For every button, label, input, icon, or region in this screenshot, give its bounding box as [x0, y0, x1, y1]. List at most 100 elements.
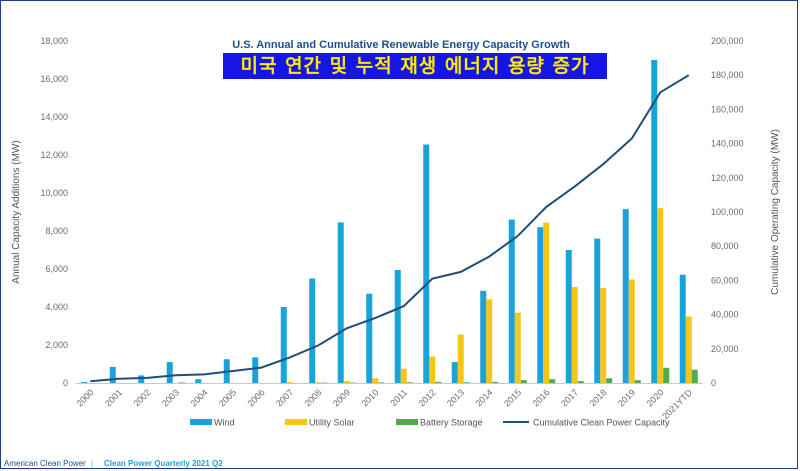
x-tick-label: 2001 — [103, 387, 124, 408]
footer-organization: American Clean Power — [4, 459, 86, 468]
legend-cumulative-clean-power-capacity-label: Cumulative Clean Power Capacity — [533, 418, 670, 428]
y-tick-label-right: 180,000 — [711, 70, 744, 80]
bar-battery-storage — [520, 380, 527, 383]
x-tick-label: 2000 — [74, 387, 95, 408]
x-tick-label: 2003 — [160, 387, 181, 408]
y-tick-label-right: 160,000 — [711, 104, 744, 114]
y-tick-label-right: 100,000 — [711, 207, 744, 217]
line-cumulative-clean-power-capacity — [90, 74, 690, 383]
bar-wind — [594, 238, 601, 383]
bar-battery-storage — [634, 380, 641, 383]
bar-battery-storage — [606, 378, 613, 383]
bar-utility-solar — [400, 368, 407, 383]
y-tick-label-right: 120,000 — [711, 173, 744, 183]
x-tick-label: 2013 — [445, 387, 466, 408]
y-tick-label-right: 60,000 — [711, 275, 739, 285]
bar-battery-storage — [492, 381, 499, 383]
footer-publication: Clean Power Quarterly 2021 Q2 — [104, 459, 223, 468]
bar-wind — [195, 379, 202, 383]
x-tick-label: 2020 — [644, 387, 665, 408]
bar-wind — [366, 293, 373, 383]
x-tick-label: 2015 — [502, 387, 523, 408]
legend-wind-label: Wind — [214, 418, 235, 428]
x-tick-label: 2009 — [331, 387, 352, 408]
x-tick-label: 2006 — [245, 387, 266, 408]
bar-wind — [537, 227, 544, 383]
y-tick-label-right: 40,000 — [711, 310, 739, 320]
footer-separator: | — [91, 459, 94, 468]
bar-wind — [651, 60, 658, 383]
x-tick-label: 2021YTD — [660, 387, 694, 421]
y-tick-label-left: 14,000 — [40, 112, 68, 122]
legend-utility-solar-swatch — [285, 419, 307, 425]
x-tick-label: 2002 — [131, 387, 152, 408]
y-tick-label-left: 4,000 — [45, 302, 68, 312]
x-tick-label: 2011 — [388, 387, 409, 408]
x-tick-label: 2017 — [559, 387, 580, 408]
y-tick-label-left: 8,000 — [45, 226, 68, 236]
bar-utility-solar — [628, 279, 635, 383]
x-tick-label: 2007 — [274, 387, 295, 408]
legend-utility-solar-label: Utility Solar — [309, 418, 355, 428]
x-tick-label: 2018 — [587, 387, 608, 408]
y-tick-label-left: 18,000 — [40, 36, 68, 46]
bar-wind — [423, 144, 430, 383]
bar-utility-solar — [315, 382, 322, 383]
bar-utility-solar — [514, 312, 521, 383]
x-tick-label: 2008 — [302, 387, 323, 408]
y-axis-label-left: Annual Capacity Additions (MW) — [11, 140, 22, 283]
footer: American Clean Power | Clean Power Quart… — [1, 457, 797, 468]
bar-utility-solar — [457, 334, 464, 383]
bar-battery-storage — [577, 381, 584, 383]
legend-battery-storage-label: Battery Storage — [420, 418, 483, 428]
bar-battery-storage — [663, 367, 670, 383]
bar-battery-storage — [463, 382, 470, 383]
bar-wind — [252, 357, 259, 383]
x-tick-label: 2012 — [416, 387, 437, 408]
x-tick-label: 2010 — [359, 387, 380, 408]
y-tick-label-right: 140,000 — [711, 139, 744, 149]
y-tick-label-left: 10,000 — [40, 188, 68, 198]
legend-battery-storage-swatch — [396, 419, 418, 425]
x-tick-label: 2014 — [473, 387, 494, 408]
bar-battery-storage — [178, 382, 185, 383]
y-tick-label-left: 12,000 — [40, 150, 68, 160]
bar-utility-solar — [286, 382, 293, 383]
y-tick-label-left: 0 — [63, 378, 68, 388]
bar-wind — [565, 250, 572, 383]
y-tick-label-left: 6,000 — [45, 264, 68, 274]
bar-battery-storage — [435, 381, 442, 383]
bar-wind — [280, 307, 287, 383]
y-axis-label-right: Cumulative Operating Capacity (MW) — [770, 129, 781, 295]
bar-utility-solar — [372, 378, 379, 383]
bar-battery-storage — [378, 382, 385, 383]
x-tick-label: 2004 — [188, 387, 209, 408]
y-tick-label-right: 200,000 — [711, 36, 744, 46]
bar-utility-solar — [571, 287, 578, 383]
bar-wind — [622, 209, 629, 383]
bar-wind — [451, 362, 458, 383]
x-tick-label: 2016 — [530, 387, 551, 408]
bar-utility-solar — [486, 299, 493, 383]
bar-wind — [337, 222, 344, 383]
legend-wind-swatch — [190, 419, 212, 425]
bar-battery-storage — [549, 379, 556, 383]
y-tick-label-right: 80,000 — [711, 241, 739, 251]
chart-title-korean: 미국 연간 및 누적 재생 에너지 용량 증가 — [223, 53, 607, 79]
x-tick-label: 2019 — [616, 387, 637, 408]
bar-utility-solar — [600, 288, 607, 383]
chart-title: U.S. Annual and Cumulative Renewable Ene… — [232, 39, 570, 51]
y-tick-label-left: 16,000 — [40, 74, 68, 84]
bar-wind — [109, 366, 116, 383]
bar-utility-solar — [343, 381, 350, 383]
bar-utility-solar — [429, 356, 436, 383]
bar-wind — [309, 278, 316, 383]
bar-wind — [81, 382, 88, 383]
bar-wind — [480, 290, 487, 383]
bar-wind — [166, 362, 173, 383]
y-tick-label-right: 0 — [711, 378, 716, 388]
bar-wind — [394, 269, 401, 383]
bar-battery-storage — [691, 369, 698, 383]
